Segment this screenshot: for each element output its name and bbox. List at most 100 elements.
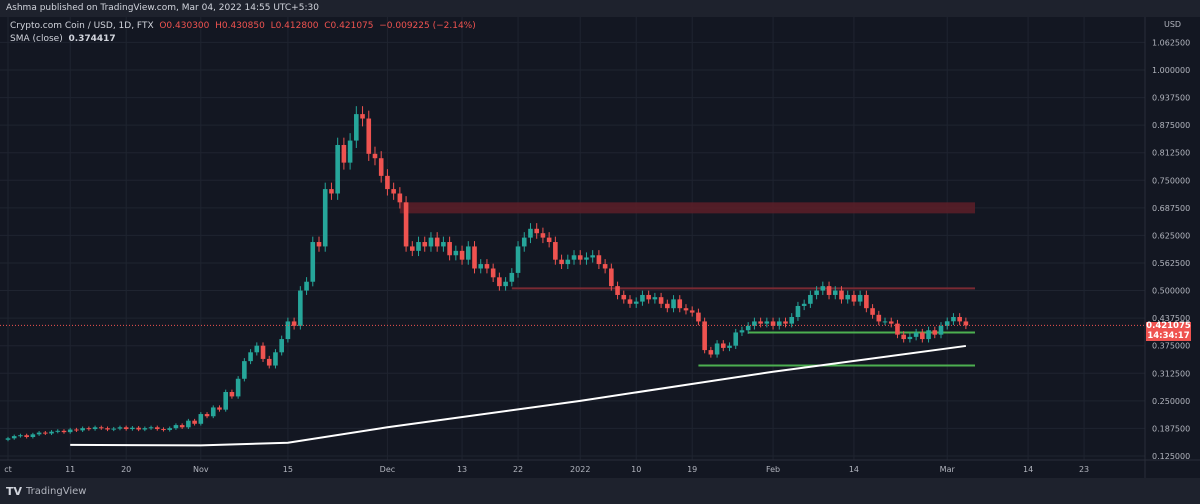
candle	[658, 292, 664, 308]
candle-body	[540, 233, 546, 238]
resistance-zone	[399, 202, 975, 214]
tradingview-logo-icon[interactable]: TV	[6, 484, 23, 498]
candle	[173, 423, 179, 430]
candle-body	[733, 332, 739, 346]
candle-body	[714, 343, 720, 355]
candle-body	[764, 321, 770, 324]
x-tick-label: 20	[121, 465, 131, 474]
candle	[783, 317, 788, 328]
sma-label[interactable]: SMA (close)	[10, 34, 63, 44]
candle-body	[223, 392, 228, 410]
candle	[335, 137, 340, 200]
candle-body	[372, 153, 378, 159]
y-tick-label: 0.687500	[1152, 204, 1190, 213]
candle-body	[640, 294, 645, 302]
candle	[192, 418, 197, 426]
candle	[727, 342, 732, 352]
price-chart[interactable]: 1.062500 1.000000 0.937500 0.875000 0.812500…	[0, 0, 1200, 478]
candle-body	[590, 255, 595, 258]
candle	[322, 182, 328, 252]
candle-body	[820, 286, 826, 291]
candle-body	[497, 277, 502, 287]
currency-label[interactable]: USD	[1164, 20, 1182, 29]
candle	[515, 241, 521, 278]
candle-body	[385, 175, 390, 190]
candle	[148, 425, 154, 430]
x-tick-label: Feb	[766, 465, 780, 474]
candle-body	[434, 237, 440, 247]
candle-body	[49, 431, 54, 434]
candle	[161, 427, 166, 432]
candle	[497, 272, 502, 291]
candle-body	[273, 352, 278, 366]
candle	[571, 250, 577, 265]
candle	[926, 326, 931, 343]
candle	[30, 432, 36, 439]
x-tick-label: 14	[1023, 465, 1033, 474]
candle-body	[677, 299, 683, 309]
candle-body	[509, 272, 515, 282]
candle-body	[808, 294, 813, 304]
candle	[142, 426, 148, 432]
candle-body	[745, 325, 751, 331]
candle	[74, 427, 79, 432]
candle	[316, 236, 322, 252]
candle	[490, 263, 496, 282]
y-tick-label: 0.875000	[1152, 121, 1190, 130]
candle-body	[683, 308, 689, 311]
brand-name[interactable]: TradingView	[26, 485, 87, 497]
candle-body	[242, 361, 247, 379]
candle-body	[248, 352, 253, 362]
candle	[590, 250, 595, 263]
candle	[864, 290, 869, 313]
candle-body	[422, 242, 428, 247]
candle	[360, 106, 365, 127]
y-tick-label: 0.562500	[1152, 259, 1190, 268]
candle-body	[814, 290, 819, 295]
candle	[577, 250, 583, 265]
candle	[198, 412, 204, 426]
candle-body	[957, 317, 962, 322]
candle-body	[652, 297, 658, 300]
candle	[441, 236, 446, 252]
candle-body	[229, 392, 235, 397]
y-tick-label: 0.625000	[1152, 231, 1190, 240]
candle	[310, 236, 316, 287]
candle	[957, 313, 962, 326]
candle-body	[347, 140, 353, 163]
candle-body	[173, 425, 179, 429]
candle	[11, 434, 17, 440]
candle-body	[553, 242, 558, 260]
candle-body	[857, 294, 863, 302]
candle	[733, 328, 739, 349]
candle-body	[602, 264, 608, 269]
candle	[745, 322, 751, 334]
candle	[503, 277, 508, 291]
candle	[677, 295, 683, 313]
candle-body	[565, 259, 571, 265]
candle-body	[727, 345, 732, 348]
symbol-name[interactable]: Crypto.com Coin / USD, 1D, FTX	[10, 21, 154, 31]
candle-body	[136, 427, 141, 430]
x-tick-label: 10	[631, 465, 641, 474]
low-value: L0.412800	[270, 21, 319, 31]
candle-body	[123, 427, 129, 430]
candle-body	[99, 427, 104, 429]
candle	[764, 317, 770, 328]
candle-body	[316, 242, 322, 247]
candle-body	[963, 321, 969, 326]
candle	[248, 349, 253, 365]
candle-body	[752, 321, 757, 326]
candle	[621, 290, 627, 304]
candle	[130, 426, 135, 431]
y-tick-label: 0.187500	[1152, 424, 1190, 433]
high-value: H0.430850	[215, 21, 265, 31]
candle	[776, 317, 782, 330]
candle-body	[665, 303, 670, 309]
candle-body	[484, 264, 490, 269]
candle	[99, 425, 104, 430]
candle	[540, 227, 546, 244]
candle	[665, 299, 670, 313]
candle-body	[117, 427, 123, 429]
candle	[254, 342, 260, 356]
